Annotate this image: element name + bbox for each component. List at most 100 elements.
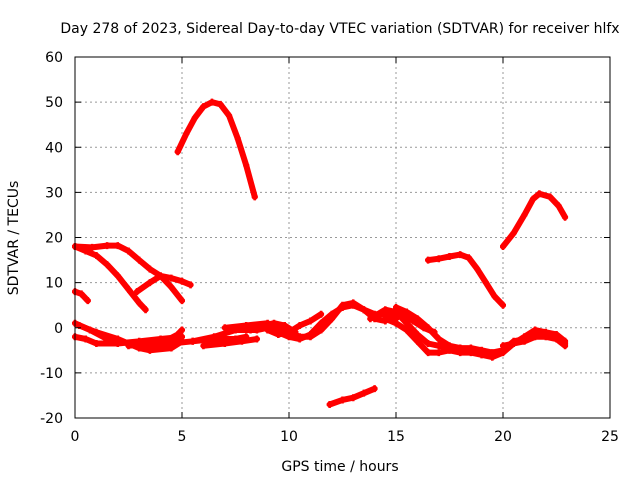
data-point <box>367 315 374 323</box>
data-point <box>183 130 190 138</box>
data-point <box>536 190 543 198</box>
data-point <box>89 243 96 251</box>
data-point <box>500 301 506 309</box>
data-point <box>93 340 100 348</box>
data-point <box>510 340 517 348</box>
data-point <box>414 331 421 339</box>
data-point <box>82 335 89 343</box>
data-point <box>238 337 245 345</box>
data-point <box>360 389 367 397</box>
data-point <box>555 202 562 210</box>
data-point <box>179 277 185 285</box>
y-tick-label: 0 <box>54 321 63 337</box>
x-tick-label: 20 <box>494 429 512 445</box>
data-point <box>179 326 185 334</box>
series-trail <box>500 190 569 250</box>
data-point <box>200 342 207 350</box>
data-point <box>339 396 346 404</box>
data-point <box>179 297 185 305</box>
data-point <box>553 335 560 343</box>
data-point <box>382 306 389 314</box>
data-point <box>264 326 271 334</box>
x-tick-label: 25 <box>601 429 619 445</box>
data-point <box>221 324 228 332</box>
data-point <box>200 103 207 111</box>
data-point <box>529 195 536 203</box>
data-point <box>474 265 481 273</box>
data-point <box>425 349 432 357</box>
data-point <box>134 288 141 296</box>
data-point <box>562 213 569 221</box>
series-trail <box>174 99 258 200</box>
data-point <box>446 342 453 350</box>
data-point <box>318 319 325 327</box>
data-point <box>93 328 100 336</box>
x-tick-label: 0 <box>71 429 80 445</box>
y-axis-label: SDTVAR / TECUs <box>6 181 22 296</box>
data-point <box>457 344 464 352</box>
data-point <box>350 299 357 307</box>
data-series <box>72 98 569 408</box>
series-arc-peak-30 <box>500 190 569 251</box>
data-point <box>136 299 143 307</box>
data-point <box>532 333 539 341</box>
data-point <box>403 319 410 327</box>
data-point <box>260 321 267 329</box>
y-tick-label: -20 <box>40 411 63 427</box>
data-point <box>491 292 498 300</box>
series-arc-10 <box>134 272 194 296</box>
data-point <box>217 100 224 108</box>
series-band-late-d <box>388 308 438 336</box>
data-point <box>500 243 506 251</box>
data-point <box>399 310 406 318</box>
data-point <box>125 285 132 293</box>
data-point <box>114 242 121 250</box>
data-point <box>208 98 215 106</box>
data-point <box>500 342 506 350</box>
data-point <box>410 317 417 325</box>
data-point <box>292 328 299 336</box>
data-point <box>478 346 485 354</box>
data-point <box>296 333 303 341</box>
data-point <box>307 333 314 341</box>
data-point <box>521 211 528 219</box>
data-point <box>189 337 196 345</box>
data-point <box>187 281 194 289</box>
data-point <box>136 256 143 264</box>
data-point <box>328 315 335 323</box>
data-point <box>168 283 175 291</box>
data-point <box>446 252 453 260</box>
data-point <box>174 331 181 339</box>
series-arc-15-20 <box>425 251 506 309</box>
data-point <box>296 321 303 329</box>
data-point <box>360 306 367 314</box>
x-tick-label: 10 <box>280 429 298 445</box>
data-point <box>146 346 153 354</box>
data-point <box>489 349 496 357</box>
data-point <box>125 247 132 255</box>
data-point <box>521 337 528 345</box>
data-point <box>542 333 549 341</box>
data-point <box>467 346 474 354</box>
data-point <box>157 272 164 280</box>
y-tick-label: -10 <box>40 366 63 382</box>
data-point <box>388 308 395 316</box>
data-point <box>435 255 442 263</box>
data-point <box>226 112 233 120</box>
data-point <box>431 328 438 336</box>
series-band-mid-e <box>247 319 299 336</box>
x-tick-label: 5 <box>178 429 187 445</box>
data-point <box>161 337 168 345</box>
series-band-late-e <box>500 333 569 350</box>
data-point <box>562 342 569 350</box>
data-point <box>393 319 399 327</box>
data-point <box>114 335 121 343</box>
y-tick-label: 20 <box>45 231 63 247</box>
series-arc-peak-50 <box>174 98 258 201</box>
data-point <box>78 290 85 298</box>
data-point <box>179 337 185 345</box>
data-point <box>547 193 554 201</box>
data-point <box>271 319 278 327</box>
data-point <box>114 272 121 280</box>
